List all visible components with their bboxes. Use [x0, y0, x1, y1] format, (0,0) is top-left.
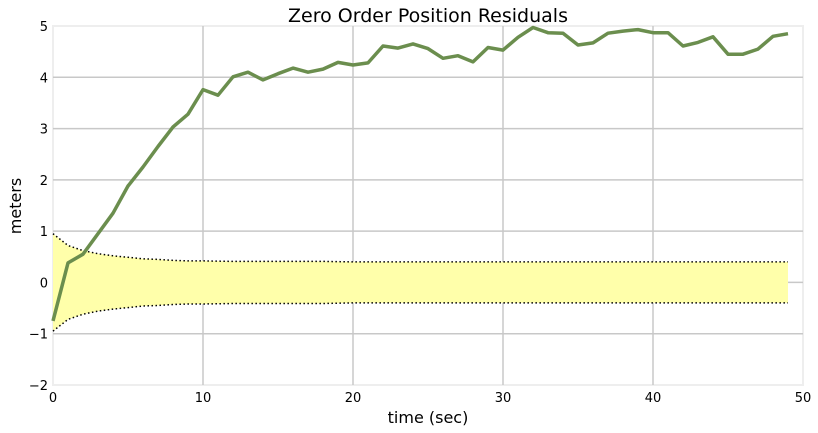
tick-labels: 0 10 20 30 40 50 −2 −1 0 1 2 3 4 5: [29, 20, 811, 406]
y-tick-label: 0: [40, 276, 48, 291]
y-tick-label: 4: [40, 71, 48, 86]
x-tick-label: 30: [495, 391, 512, 406]
grid-lines: [53, 26, 803, 385]
x-tick-label: 0: [49, 391, 57, 406]
x-tick-label: 20: [345, 391, 362, 406]
y-tick-label: −1: [29, 328, 48, 343]
x-tick-label: 40: [645, 391, 662, 406]
y-tick-label: −2: [29, 379, 48, 394]
x-tick-label: 10: [195, 391, 212, 406]
y-tick-label: 5: [40, 20, 48, 35]
chart-title: Zero Order Position Residuals: [288, 5, 568, 27]
x-tick-label: 50: [795, 391, 812, 406]
x-axis-label: time (sec): [388, 408, 469, 427]
y-axis-label: meters: [6, 178, 25, 234]
y-tick-label: 1: [40, 225, 48, 240]
uncertainty-band-upper-edge: [52, 233, 788, 263]
y-tick-label: 3: [40, 123, 48, 138]
plot-frame: [52, 25, 804, 386]
y-tick-label: 2: [40, 174, 48, 189]
uncertainty-band-lower-edge: [52, 302, 788, 332]
uncertainty-band: [53, 233, 788, 332]
residual-series-line: [51, 25, 789, 322]
